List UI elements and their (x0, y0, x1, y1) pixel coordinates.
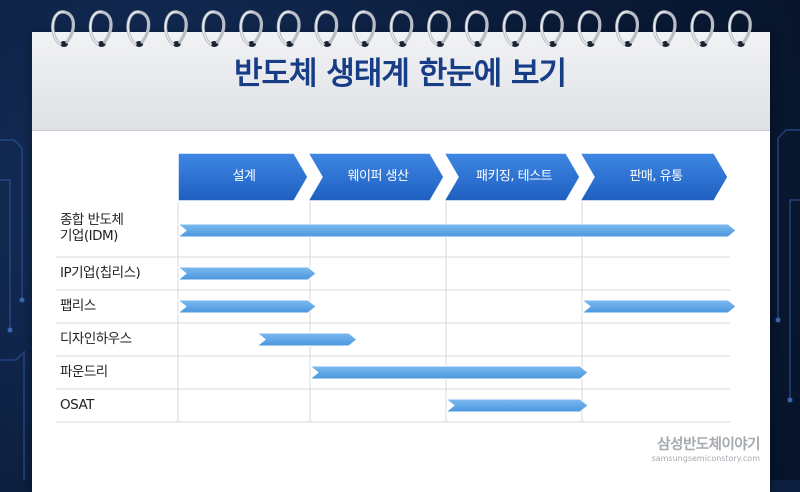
stage-label: 패키징, 테스트 (475, 169, 553, 184)
logo-name: 삼성반도체이야기 (657, 437, 760, 453)
row-label: IP기업(칩리스) (60, 264, 141, 281)
binding-ring (389, 10, 414, 47)
stage-label: 웨이퍼 생산 (347, 169, 409, 184)
binding-ring (352, 10, 376, 47)
stage-arrow (177, 152, 309, 202)
binding-ring (652, 10, 677, 47)
ecosystem-diagram (56, 152, 737, 423)
binding-ring (276, 10, 301, 47)
row-label-line: 파운드리 (60, 363, 108, 380)
row-label-line: IP기업(칩리스) (60, 264, 141, 281)
binding-ring (615, 10, 639, 47)
stage-arrow (442, 152, 581, 202)
notepad-header-band (32, 32, 770, 131)
binding-ring (201, 10, 226, 47)
circuit-pattern-decoration (0, 129, 800, 480)
participation-bar (176, 299, 317, 314)
binding-ring (88, 10, 113, 47)
binding-ring (577, 10, 602, 47)
row-label-line: 팹리스 (60, 297, 96, 314)
stage-label: 판매, 유통 (629, 169, 683, 184)
binding-ring (427, 10, 451, 47)
spiral-binding (51, 10, 752, 47)
row-label: OSAT (60, 397, 94, 413)
binding-ring (464, 10, 489, 47)
participation-bar (176, 223, 737, 238)
binding-ring (126, 10, 151, 47)
logo: 삼성반도체이야기 samsungsemiconstory.com (651, 437, 761, 463)
binding-ring (239, 10, 263, 47)
binding-ring (164, 10, 188, 47)
row-label: 디자인하우스 (60, 331, 132, 347)
row-label-line: 디자인하우스 (60, 330, 132, 347)
binding-ring (314, 10, 339, 47)
participation-bar (308, 365, 589, 380)
stage-arrow (578, 152, 729, 202)
stage-arrow (306, 152, 445, 202)
page-title: 반도체 생태계 한눈에 보기 (233, 56, 567, 92)
logo-url: samsungsemiconstory.com (651, 454, 760, 463)
row-label-line: 기업(IDM) (60, 227, 118, 244)
grid-lines (56, 200, 730, 423)
binding-ring (728, 10, 752, 47)
row-label-line: OSAT (60, 396, 94, 413)
row-label: 파운드리 (60, 364, 108, 380)
binding-ring (502, 10, 527, 47)
row-label-line: 종합 반도체 (60, 211, 124, 228)
participation-bar (255, 332, 358, 347)
participation-bar (444, 398, 589, 413)
participation-bar (580, 299, 737, 314)
participation-bar (176, 266, 317, 281)
binding-ring (690, 10, 715, 47)
notepad-sheet (32, 32, 770, 492)
binding-ring (51, 10, 75, 47)
row-label: 종합 반도체 기업(IDM) (60, 211, 124, 244)
binding-ring (540, 10, 564, 47)
row-label: 팹리스 (60, 298, 96, 314)
stage-label: 설계 (232, 169, 256, 184)
